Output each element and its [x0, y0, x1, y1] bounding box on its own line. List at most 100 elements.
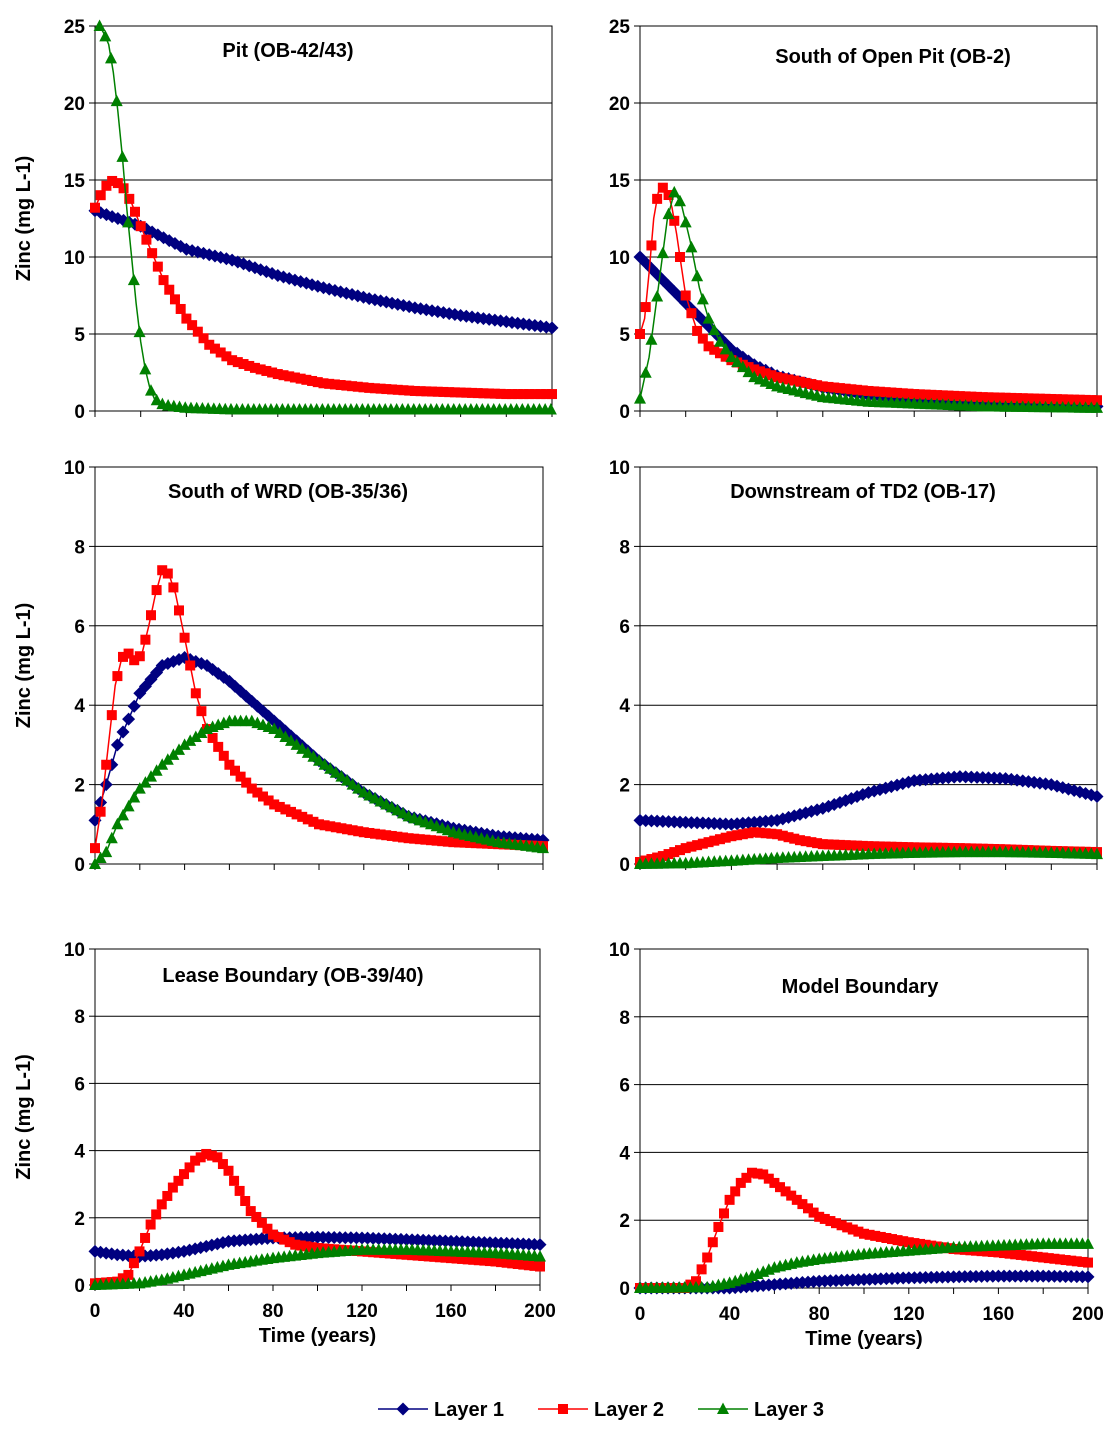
data-point — [831, 1218, 841, 1229]
data-point — [459, 837, 470, 848]
data-point — [669, 215, 680, 226]
x-tick-label: 40 — [173, 1301, 194, 1322]
data-point — [95, 190, 106, 201]
data-point — [489, 388, 500, 399]
data-point — [255, 364, 266, 375]
data-point — [545, 321, 559, 335]
series-layer3 — [89, 714, 549, 869]
legend-marker — [717, 1402, 729, 1414]
data-point — [674, 845, 685, 856]
y-tick-label: 10 — [609, 940, 630, 961]
data-point — [157, 565, 168, 576]
data-point — [886, 841, 897, 852]
data-point — [817, 381, 828, 392]
data-point — [234, 1185, 245, 1196]
data-point — [518, 389, 529, 400]
data-point — [524, 389, 535, 400]
data-point — [943, 390, 954, 401]
x-axis-title: Time (years) — [259, 1325, 376, 1347]
data-point — [473, 1255, 484, 1266]
panel-title: Downstream of TD2 (OB-17) — [730, 481, 996, 503]
data-point — [122, 215, 135, 228]
data-point — [245, 1206, 256, 1217]
data-point — [846, 384, 857, 395]
data-point — [133, 325, 146, 338]
panel-title: South of Open Pit (OB-2) — [775, 46, 1011, 68]
data-point — [209, 343, 220, 354]
data-point — [987, 1246, 998, 1257]
data-point — [273, 726, 286, 738]
data-point — [274, 801, 285, 812]
data-point — [184, 734, 197, 746]
data-point — [777, 373, 788, 384]
data-point — [341, 380, 352, 391]
data-point — [145, 770, 157, 782]
data-point — [353, 826, 364, 837]
data-point — [898, 1236, 909, 1247]
chart-panel-3: 0 2 4 6 8 10 Zinc (mg L-1) South of WRD (OB-35/… — [13, 458, 550, 876]
data-point — [1071, 1256, 1082, 1267]
data-point — [1063, 394, 1074, 405]
data-point — [387, 384, 398, 395]
data-point — [836, 1220, 847, 1231]
data-point — [195, 726, 208, 738]
data-point — [444, 387, 455, 398]
data-point — [248, 261, 262, 275]
legend-marker — [558, 1404, 568, 1414]
data-point — [814, 1211, 825, 1222]
data-point — [535, 1261, 545, 1272]
plot-area — [639, 466, 1098, 865]
data-point — [640, 302, 651, 313]
data-point — [127, 699, 141, 713]
data-point — [523, 1260, 534, 1271]
data-point — [772, 829, 783, 840]
x-tick-label: 200 — [1072, 1304, 1104, 1325]
data-point — [145, 1219, 156, 1230]
data-point — [702, 1252, 713, 1263]
data-point — [375, 829, 386, 840]
series-line — [94, 656, 544, 841]
data-point — [104, 51, 117, 64]
data-point — [749, 827, 760, 838]
data-point — [507, 389, 518, 400]
data-point — [308, 816, 319, 827]
legend-label: Layer 3 — [754, 1399, 824, 1421]
data-point — [127, 273, 140, 286]
y-tick-label: 0 — [619, 855, 630, 876]
series-layer1 — [88, 204, 559, 335]
data-point — [714, 834, 725, 845]
data-point — [846, 840, 857, 851]
panel-title: South of WRD (OB-35/36) — [168, 481, 408, 503]
data-point — [819, 1213, 830, 1224]
data-point — [118, 651, 128, 662]
chart-panel-5: 0 2 4 6 8 10 0 40 80 120 160 200 Zinc (mg L-1) Time (… — [13, 940, 556, 1347]
data-point — [432, 386, 443, 397]
data-point — [742, 365, 755, 378]
series-line — [639, 190, 1098, 409]
data-point — [124, 193, 135, 204]
data-point — [407, 1250, 418, 1261]
data-point — [398, 832, 408, 843]
data-point — [224, 759, 235, 770]
data-point — [369, 383, 380, 394]
data-point — [892, 1235, 903, 1246]
data-point — [863, 385, 874, 396]
data-point — [307, 375, 318, 386]
data-point — [920, 389, 931, 400]
data-point — [431, 835, 442, 846]
data-point — [280, 804, 291, 815]
data-point — [983, 392, 994, 403]
series-layer2 — [635, 182, 1102, 406]
data-point — [794, 376, 805, 387]
data-point — [982, 1246, 993, 1257]
data-point — [261, 365, 272, 376]
data-point — [268, 1229, 278, 1240]
data-point — [437, 836, 448, 847]
data-point — [192, 326, 203, 337]
y-tick-label: 25 — [64, 17, 86, 38]
data-point — [201, 1148, 212, 1159]
data-point — [347, 825, 358, 836]
data-point — [95, 806, 106, 817]
data-point — [465, 837, 476, 848]
data-point — [454, 837, 464, 848]
